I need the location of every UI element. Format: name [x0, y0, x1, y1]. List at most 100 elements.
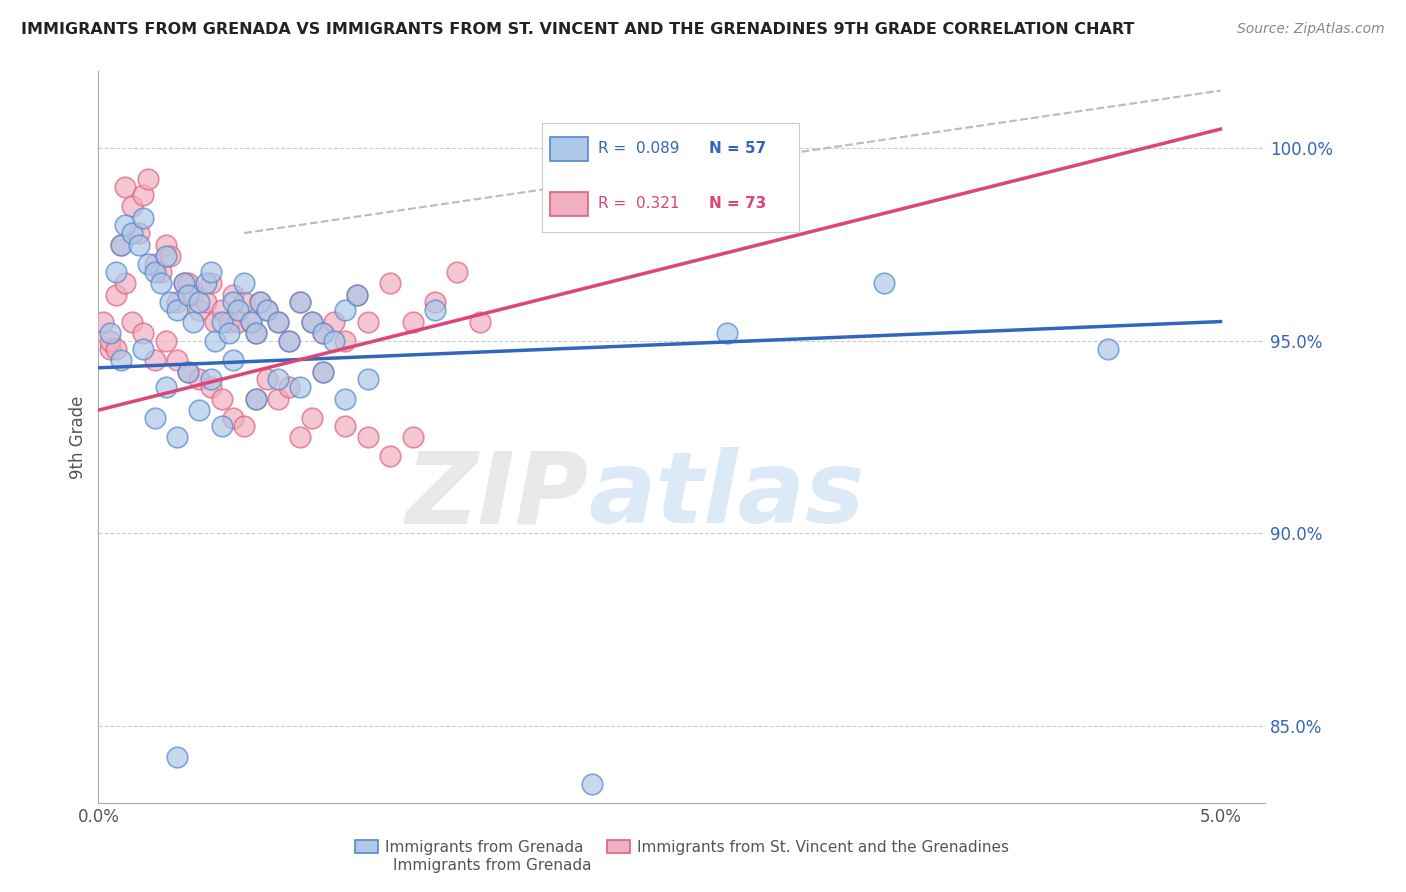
Point — [136, 257, 159, 271]
Point — [1097, 342, 1119, 356]
Point — [150, 276, 173, 290]
Legend: Immigrants from Grenada, Immigrants from St. Vincent and the Grenadines: Immigrants from Grenada, Immigrants from… — [349, 834, 1015, 861]
Point — [468, 315, 491, 329]
Point — [240, 315, 263, 329]
Point — [188, 303, 211, 318]
Point — [188, 372, 211, 386]
Point — [166, 430, 188, 444]
Point — [346, 287, 368, 301]
Point — [181, 287, 204, 301]
Point — [121, 226, 143, 240]
Point — [267, 315, 290, 329]
Point — [195, 295, 218, 310]
Point — [357, 315, 380, 329]
Point — [166, 353, 188, 368]
Point — [256, 303, 278, 318]
Point — [204, 334, 226, 348]
Point — [323, 334, 346, 348]
Point — [716, 326, 738, 340]
Y-axis label: 9th Grade: 9th Grade — [69, 395, 87, 479]
Point — [218, 315, 240, 329]
Point — [256, 303, 278, 318]
Point — [159, 249, 181, 263]
Point — [150, 264, 173, 278]
Point — [110, 237, 132, 252]
Point — [114, 219, 136, 233]
Point — [155, 380, 177, 394]
Point — [177, 287, 200, 301]
Point — [267, 392, 290, 406]
Point — [380, 450, 402, 464]
Point — [245, 326, 267, 340]
Point — [335, 303, 357, 318]
Point — [188, 295, 211, 310]
Point — [114, 179, 136, 194]
Point — [105, 287, 128, 301]
Point — [301, 315, 323, 329]
Point — [245, 392, 267, 406]
Point — [132, 342, 155, 356]
Point — [267, 315, 290, 329]
Point — [267, 372, 290, 386]
Point — [204, 315, 226, 329]
Point — [335, 334, 357, 348]
Point — [312, 365, 335, 379]
Text: ZIP: ZIP — [405, 447, 589, 544]
Point — [278, 334, 301, 348]
Point — [446, 264, 468, 278]
Point — [222, 287, 245, 301]
Point — [245, 392, 267, 406]
Point — [323, 315, 346, 329]
Point — [301, 315, 323, 329]
Text: Immigrants from Grenada: Immigrants from Grenada — [392, 858, 592, 872]
Point — [233, 418, 256, 433]
Point — [423, 303, 446, 318]
Point — [200, 380, 222, 394]
Point — [290, 380, 312, 394]
Point — [166, 749, 188, 764]
Point — [256, 372, 278, 386]
Point — [245, 326, 267, 340]
Point — [155, 249, 177, 263]
Text: atlas: atlas — [589, 447, 865, 544]
Point — [173, 276, 195, 290]
Point — [290, 295, 312, 310]
Point — [105, 264, 128, 278]
Point — [98, 342, 121, 356]
Point — [380, 276, 402, 290]
Point — [423, 295, 446, 310]
Point — [110, 237, 132, 252]
Point — [132, 211, 155, 225]
Point — [128, 237, 150, 252]
Point — [233, 276, 256, 290]
Point — [222, 410, 245, 425]
Point — [335, 392, 357, 406]
Point — [401, 430, 423, 444]
Point — [200, 372, 222, 386]
Point — [136, 172, 159, 186]
Point — [121, 315, 143, 329]
Point — [200, 264, 222, 278]
Point — [312, 326, 335, 340]
Point — [873, 276, 896, 290]
Point — [143, 257, 166, 271]
Point — [581, 776, 603, 790]
Text: IMMIGRANTS FROM GRENADA VS IMMIGRANTS FROM ST. VINCENT AND THE GRENADINES 9TH GR: IMMIGRANTS FROM GRENADA VS IMMIGRANTS FR… — [21, 22, 1135, 37]
Point — [218, 326, 240, 340]
Point — [211, 303, 233, 318]
Point — [91, 315, 114, 329]
Point — [98, 334, 121, 348]
Point — [114, 276, 136, 290]
Point — [226, 303, 249, 318]
Point — [290, 295, 312, 310]
Point — [240, 315, 263, 329]
Point — [105, 342, 128, 356]
Point — [312, 326, 335, 340]
Point — [188, 403, 211, 417]
Point — [159, 295, 181, 310]
Point — [128, 226, 150, 240]
Point — [200, 276, 222, 290]
Point — [121, 199, 143, 213]
Point — [132, 326, 155, 340]
Point — [335, 418, 357, 433]
